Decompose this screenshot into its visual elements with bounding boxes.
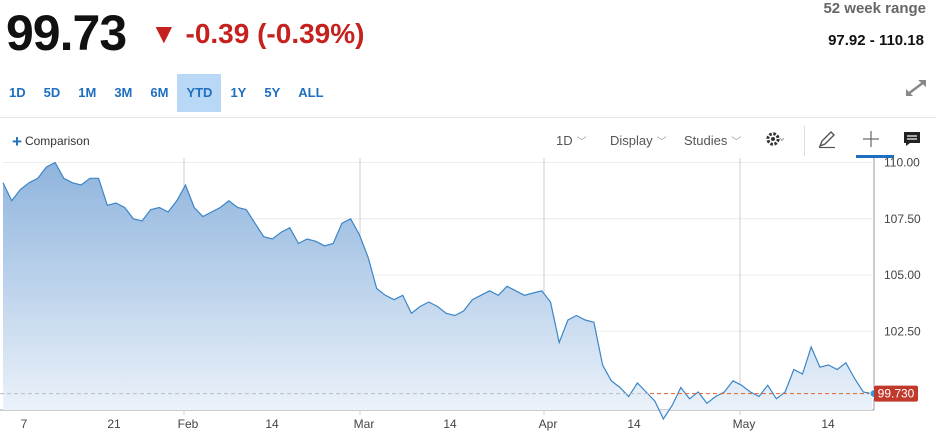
comment-icon[interactable] — [901, 128, 923, 150]
chevron-down-icon: ﹀ — [731, 137, 742, 148]
last-price-badge: 99.730 — [874, 385, 918, 402]
tab-ytd[interactable]: YTD — [177, 74, 222, 112]
tab-1d[interactable]: 1D — [9, 85, 26, 100]
display-label: Display — [610, 133, 653, 148]
price-change: ▼ -0.39 (-0.39%) — [150, 18, 365, 49]
x-tick-label: Mar — [354, 417, 375, 431]
x-tick-label: 14 — [821, 417, 835, 431]
y-tick-label: 105.00 — [884, 268, 921, 282]
y-tick-label: 107.50 — [884, 212, 921, 226]
price-line — [2, 161, 873, 421]
price-chart[interactable]: 110.00 107.50 105.00 102.50 7 21 Feb 14 Mar 14 Ap… — [0, 158, 936, 436]
studies-dropdown[interactable]: Studies ﹀ — [684, 133, 741, 148]
x-tick-label: May — [733, 417, 756, 431]
52-week-range-value: 97.92 - 110.18 — [828, 32, 924, 49]
x-tick-label: Feb — [178, 417, 199, 431]
active-tool-indicator — [856, 155, 894, 158]
chevron-down-icon: ﹀ — [656, 137, 667, 148]
divider — [0, 117, 936, 118]
comparison-label: Comparison — [24, 134, 90, 148]
tab-all[interactable]: ALL — [298, 85, 324, 100]
tab-5y[interactable]: 5Y — [264, 85, 281, 100]
x-tick-label: 14 — [443, 417, 457, 431]
tab-1m[interactable]: 1M — [78, 85, 97, 100]
last-price-label: 99.730 — [878, 387, 915, 401]
crosshair-icon[interactable] — [860, 128, 882, 150]
price-quote: 99.73 — [6, 5, 127, 61]
tab-5d[interactable]: 5D — [43, 85, 61, 100]
toolbar-separator — [804, 126, 805, 156]
52-week-range-label: 52 week range — [823, 0, 926, 17]
interval-dropdown[interactable]: 1D ﹀ — [556, 133, 587, 148]
chevron-down-icon: ﹀ — [576, 137, 587, 148]
display-dropdown[interactable]: Display ﹀ — [610, 133, 667, 148]
comparison-button[interactable]: + Comparison — [12, 132, 90, 152]
x-tick-label: 14 — [265, 417, 279, 431]
price-area — [3, 162, 872, 419]
y-axis: 110.00 107.50 105.00 102.50 — [884, 158, 921, 338]
tab-6m[interactable]: 6M — [150, 85, 169, 100]
gear-icon[interactable] — [764, 128, 786, 150]
y-tick-label: 102.50 — [884, 324, 921, 338]
x-tick-label: 21 — [107, 417, 121, 431]
tab-3m[interactable]: 3M — [114, 85, 133, 100]
x-tick-label: 7 — [21, 417, 28, 431]
y-tick-label: 110.00 — [884, 158, 920, 170]
time-range-tabs: 1D 5D 1M 3M 6M YTD 1Y 5Y ALL — [0, 74, 333, 112]
expand-icon[interactable] — [904, 78, 928, 98]
x-tick-label: 14 — [627, 417, 641, 431]
pencil-icon[interactable] — [816, 128, 838, 150]
studies-label: Studies — [684, 133, 728, 148]
x-axis: 7 21 Feb 14 Mar 14 Apr 14 May 14 — [21, 417, 835, 431]
x-tick-label: Apr — [539, 417, 558, 431]
tab-1y[interactable]: 1Y — [230, 85, 247, 100]
interval-label: 1D — [556, 133, 573, 148]
plus-icon: + — [12, 132, 22, 151]
